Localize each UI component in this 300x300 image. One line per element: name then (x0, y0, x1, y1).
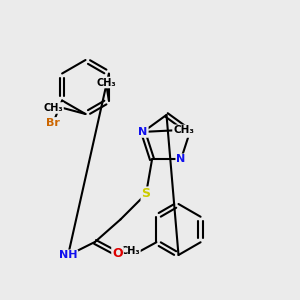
Text: N: N (176, 154, 186, 164)
Text: O: O (112, 248, 123, 260)
Text: CH₃: CH₃ (44, 103, 63, 113)
Text: N: N (185, 127, 194, 137)
Text: CH₃: CH₃ (173, 125, 194, 135)
Text: CH₃: CH₃ (96, 77, 116, 88)
Text: CH₃: CH₃ (120, 246, 140, 256)
Text: S: S (142, 188, 151, 200)
Text: N: N (139, 127, 148, 137)
Text: Br: Br (46, 118, 60, 128)
Text: NH: NH (59, 250, 77, 260)
